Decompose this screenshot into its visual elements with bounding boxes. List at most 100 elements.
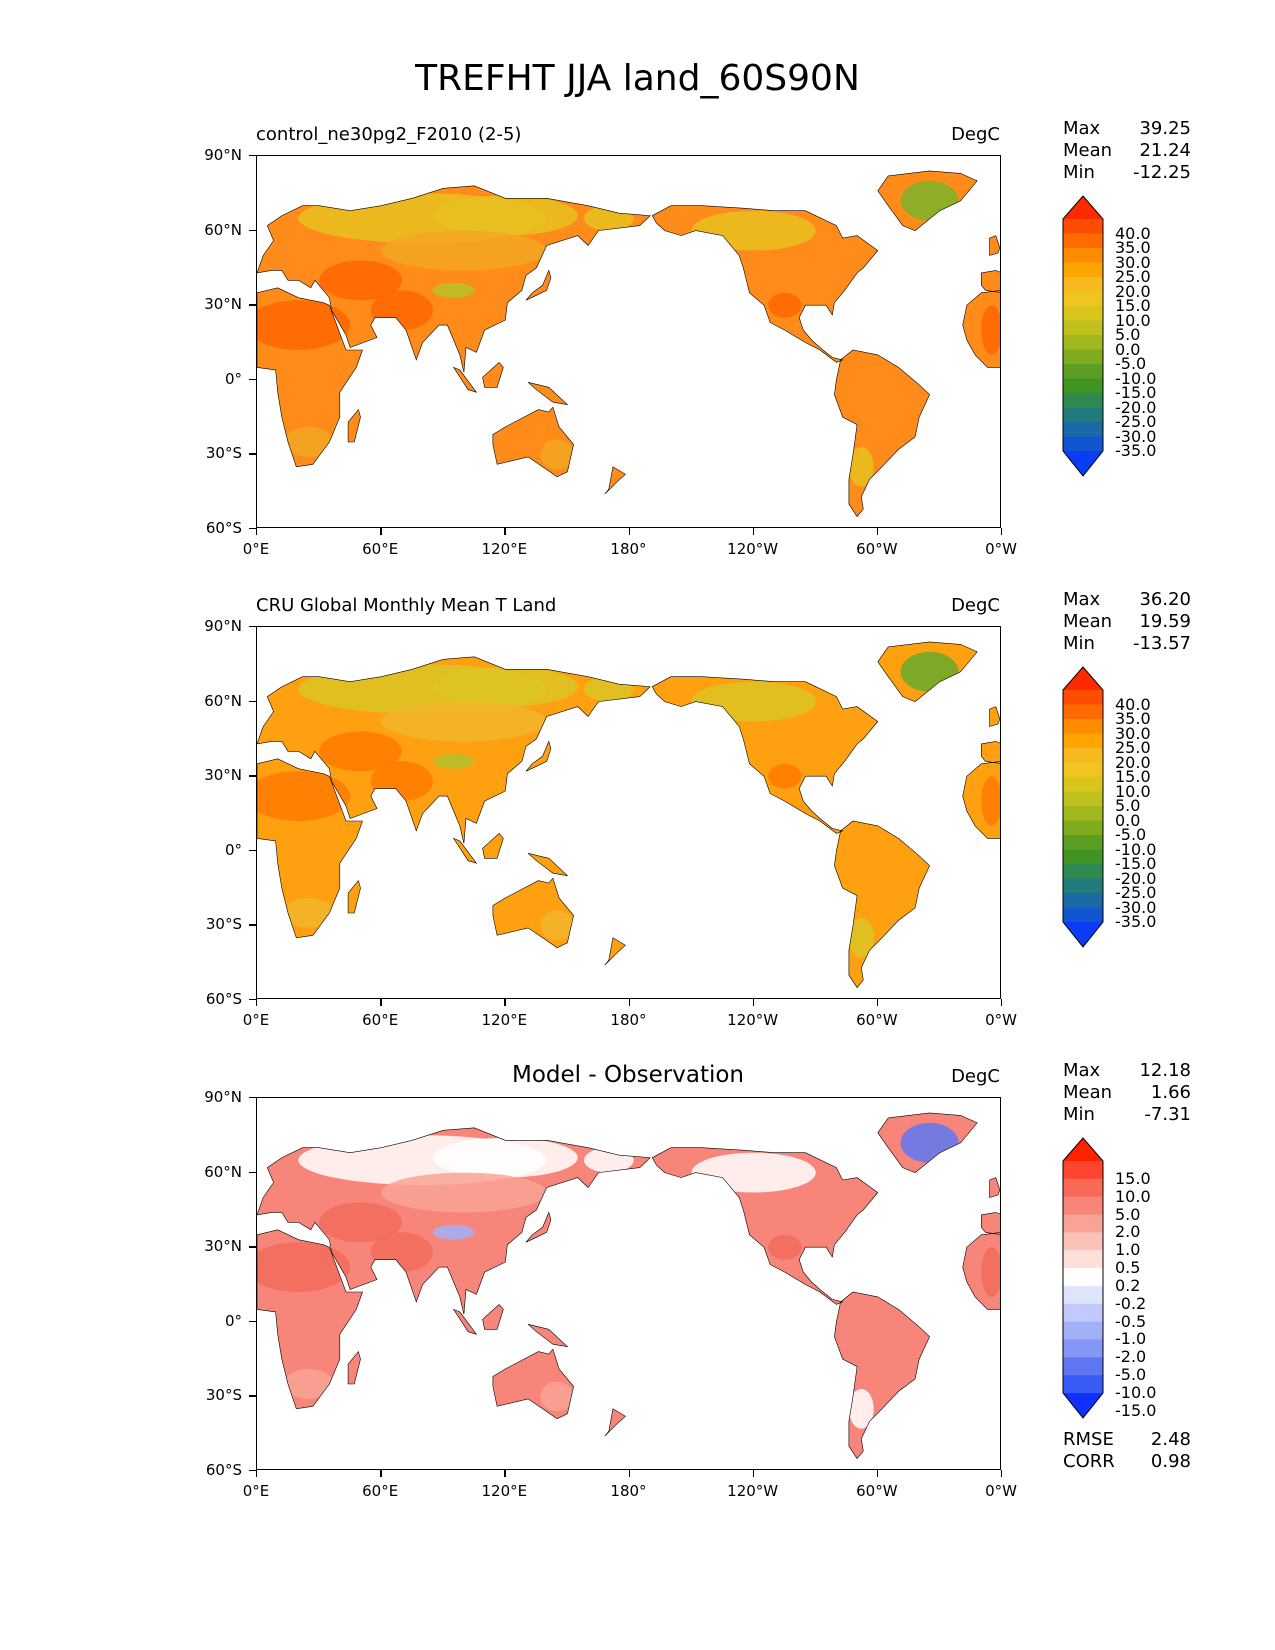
map-area [256,1097,1001,1470]
coastline-nz [604,937,626,966]
y-tick-mark [249,849,256,852]
coastline-borneo [482,832,504,859]
y-tick-label: 60°N [204,691,242,710]
field-patch [900,1122,959,1163]
colorbar-tick-label: 2.0 [1115,1222,1141,1242]
stat-label: Max [1063,118,1101,139]
y-tick-label: 30°S [205,444,242,463]
colorbar-segment [1063,291,1103,307]
stat-row: Min -7.31 [1063,1104,1191,1126]
field-patch [848,917,874,958]
x-tick-label: 120°W [727,1011,779,1029]
colorbar-tick-label: -35.0 [1115,912,1157,931]
y-tick-mark [249,155,256,157]
colorbar-segment [1063,878,1103,894]
colorbar-segment [1063,849,1103,865]
colorbar-tick-label: 0.5 [1115,1258,1141,1278]
stat-row: Max 39.25 [1063,118,1191,140]
colorbar-extend-max [1063,1138,1103,1161]
colorbar-tick-label: 35.0 [1115,709,1151,728]
map-panel-3: Model - Observation DegC 90°N 60°N 30°N 0° 30°… [0,942,1275,1500]
colorbar-segment [1063,378,1103,394]
field-patch [432,753,475,769]
panel-units: DegC [951,1066,1000,1087]
y-tick-label: 30°S [205,915,242,934]
colorbar-tick-label: -5.0 [1115,1365,1147,1385]
colorbar-tick-label: 5.0 [1115,1204,1141,1224]
colorbar-segment [1063,704,1103,720]
field-patch [900,651,959,692]
field-patch [848,446,874,487]
y-tick-mark [249,229,256,231]
field-patch [691,1152,816,1193]
y-tick-label: 60°S [205,1461,242,1479]
map-panel-1: control_ne30pg2_F2010 (2-5) DegC 90°N 60°N 3… [0,0,1275,558]
colorbar-tick-label: -15.0 [1115,383,1157,402]
colorbar-segment [1063,233,1103,249]
field-patch [283,898,334,928]
coastline-newguinea [527,382,569,406]
colorbar-segment [1063,393,1103,408]
stat-value: 12.18 [1139,1060,1191,1081]
colorbar-tick-label: 5.0 [1115,325,1141,344]
colorbar-segment [1063,262,1103,278]
coastline-wafrica [962,290,1000,368]
panel-units: DegC [951,595,1000,616]
coastline-africa [257,1229,363,1410]
coastline-sumatra [452,837,478,864]
colorbar-tick-label: 40.0 [1115,694,1151,714]
colorbar-tick-label: 40.0 [1115,223,1151,243]
coastline-uk [989,1177,1000,1198]
stat-label: Mean [1063,140,1113,161]
colorbar-tick-label: 25.0 [1115,267,1151,286]
y-tick-mark [249,924,256,926]
x-tick-label: 0°W [985,540,1017,558]
y-tick-label: 0° [224,840,242,859]
y-tick-label: 30°N [204,766,242,785]
colorbar-segment [1063,1250,1103,1269]
y-tick-mark [249,1097,256,1099]
colorbar-segment [1063,277,1103,292]
field-patch [370,290,433,331]
colorbar-tick-label: -5.0 [1115,825,1147,844]
colorbar-tick-label: -30.0 [1115,897,1157,917]
colorbar [1062,195,1104,477]
y-tick-mark [249,999,256,1001]
coastline-africa [257,287,363,468]
panel-units: DegC [951,124,1000,145]
colorbar-segment [1063,1232,1103,1251]
colorbar-segment [1063,748,1103,763]
colorbar-tick-label: -2.0 [1115,1347,1147,1367]
colorbar-tick-label: 15.0 [1115,767,1151,786]
coastline-japan [525,269,552,301]
field-patch [768,763,802,789]
y-tick-mark [249,1171,256,1173]
stat-label: Min [1063,633,1095,654]
map-panel-2: CRU Global Monthly Mean T Land DegC 90°N 60… [0,471,1275,1029]
coastline-samerica [834,820,930,989]
x-tick-label: 60°W [856,1482,898,1500]
colorbar-tick-label: -15.0 [1115,1400,1157,1420]
colorbar-tick-label: -25.0 [1115,412,1157,431]
x-tick-mark [1001,528,1003,535]
field-patch [691,210,816,251]
x-tick-mark [504,999,506,1006]
coastline-uk [989,235,1000,256]
y-tick-label: 30°N [204,295,242,314]
field-patch [277,1334,340,1384]
y-tick-mark [249,378,256,381]
colorbar-tick-label: 0.0 [1115,339,1141,359]
coastline-japan [525,740,552,772]
colorbar-tick-label: 20.0 [1115,281,1151,301]
field-patch [981,1247,1000,1297]
stat-label: Mean [1063,1082,1113,1103]
colorbar-segment [1063,719,1103,734]
y-tick-label: 30°N [204,1237,242,1256]
x-tick-mark [752,528,755,535]
colorbar-segment [1063,762,1103,778]
field-patch [283,1369,334,1399]
field-patch [319,1202,402,1243]
stat-row: Mean 19.59 [1063,611,1191,633]
colorbar-tick-label: -10.0 [1115,1383,1157,1402]
stat-value: -12.25 [1132,162,1191,183]
